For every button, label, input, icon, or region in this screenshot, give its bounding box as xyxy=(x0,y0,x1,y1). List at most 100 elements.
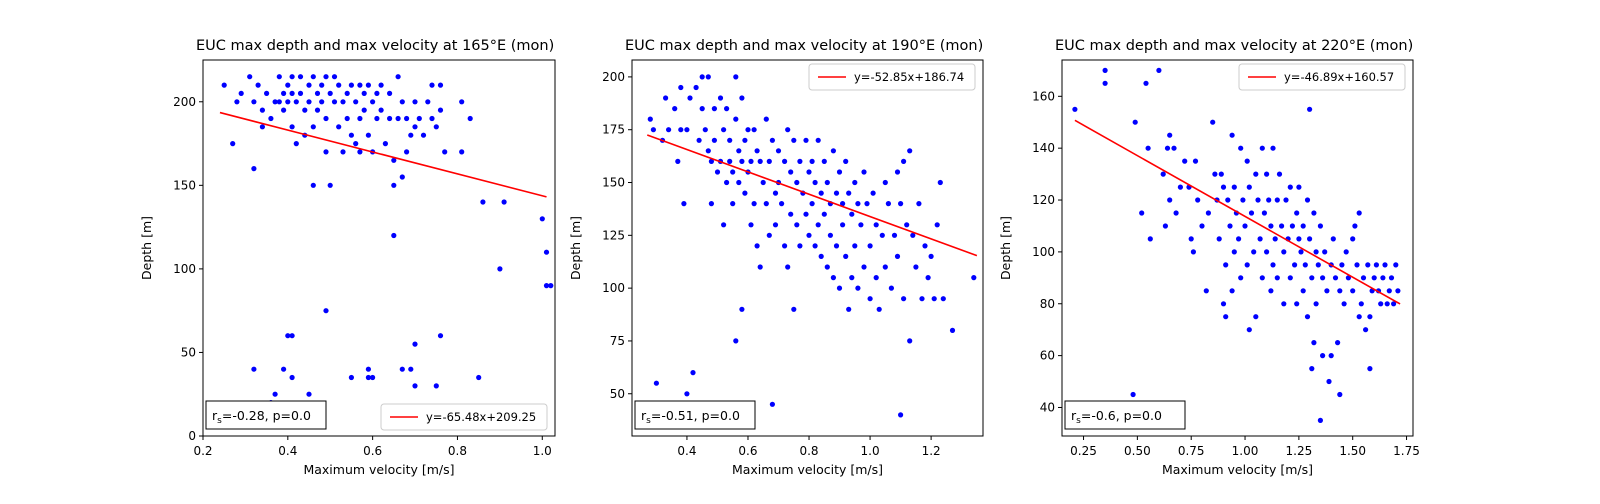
data-point xyxy=(1272,236,1278,242)
data-point xyxy=(306,82,312,88)
legend: y=-46.89x+160.57 xyxy=(1238,63,1406,91)
data-point xyxy=(1304,197,1311,203)
data-point xyxy=(1253,171,1259,177)
data-point xyxy=(898,412,904,418)
data-point xyxy=(314,107,321,113)
data-point xyxy=(891,232,898,238)
data-point xyxy=(1244,158,1250,164)
data-point xyxy=(867,296,873,302)
data-point xyxy=(1248,210,1255,216)
data-point xyxy=(937,179,943,186)
data-point xyxy=(922,243,928,249)
data-point xyxy=(885,201,892,207)
regression-line xyxy=(1074,119,1401,305)
data-point xyxy=(306,391,312,397)
data-point xyxy=(833,190,840,196)
data-point xyxy=(429,115,435,122)
data-point xyxy=(412,124,418,130)
data-point xyxy=(1255,197,1261,203)
data-point xyxy=(1281,249,1287,255)
data-point xyxy=(543,249,550,255)
data-point xyxy=(785,264,791,270)
data-point xyxy=(459,149,465,155)
data-point xyxy=(264,90,270,96)
x-axis-label: Maximum velocity [m/s] xyxy=(303,462,454,477)
y-tick-label: 50 xyxy=(610,387,625,401)
y-tick-label: 150 xyxy=(602,176,625,190)
data-point xyxy=(1268,223,1274,229)
data-point xyxy=(1259,145,1265,151)
data-point xyxy=(1296,236,1302,242)
data-point xyxy=(1182,158,1188,164)
data-point xyxy=(684,391,690,397)
data-point xyxy=(803,211,809,217)
data-point xyxy=(293,141,299,147)
data-point xyxy=(276,99,282,105)
data-point xyxy=(251,366,257,372)
chart-title: EUC max depth and max velocity at 220°E … xyxy=(1055,38,1413,54)
data-point xyxy=(1287,184,1293,190)
data-point xyxy=(867,243,873,249)
data-point xyxy=(907,148,913,154)
stat-box-frame xyxy=(1064,400,1186,430)
y-tick-label: 80 xyxy=(1040,297,1055,311)
data-point xyxy=(1236,236,1242,242)
y-tick-label: 160 xyxy=(1032,89,1055,103)
data-point xyxy=(1300,288,1306,294)
data-point xyxy=(849,211,855,217)
data-point xyxy=(1363,327,1369,333)
stat-text: rs=-0.51, p=0.0 xyxy=(641,408,740,426)
data-point xyxy=(365,374,371,381)
data-point xyxy=(399,366,405,372)
data-point xyxy=(1382,262,1388,268)
data-point xyxy=(1261,210,1267,216)
data-point xyxy=(1238,145,1244,151)
data-point xyxy=(378,82,384,88)
data-point xyxy=(1352,223,1358,229)
data-point xyxy=(1160,171,1166,177)
y-tick-label: 175 xyxy=(602,123,625,137)
data-point xyxy=(365,82,371,88)
y-tick-label: 75 xyxy=(610,334,625,348)
data-point xyxy=(1337,288,1343,294)
data-point xyxy=(404,115,410,122)
stat-symbol: r xyxy=(641,408,647,423)
data-point xyxy=(1212,171,1218,177)
data-point xyxy=(1302,262,1308,268)
data-point xyxy=(289,374,295,381)
data-point xyxy=(272,391,278,397)
data-point xyxy=(416,115,422,122)
data-point xyxy=(1218,171,1224,177)
data-point xyxy=(1270,145,1276,151)
data-point xyxy=(374,115,380,122)
data-point xyxy=(230,141,236,147)
data-point xyxy=(818,253,824,259)
data-point xyxy=(281,90,287,96)
data-point xyxy=(705,74,711,80)
data-point xyxy=(1223,262,1229,268)
data-point xyxy=(459,99,465,105)
stat-box-frame xyxy=(205,400,327,430)
data-point xyxy=(289,333,295,339)
data-point xyxy=(548,283,554,289)
data-point xyxy=(310,74,316,80)
data-point xyxy=(1132,119,1138,125)
data-point xyxy=(1164,145,1171,151)
data-point xyxy=(788,211,794,217)
data-point xyxy=(1367,314,1373,320)
data-point xyxy=(1324,288,1330,294)
data-point xyxy=(1246,327,1252,333)
data-point xyxy=(1315,262,1321,268)
data-point xyxy=(684,127,690,133)
data-point xyxy=(1205,210,1211,216)
data-point xyxy=(247,74,253,80)
data-point xyxy=(1283,197,1289,203)
x-tick-label: 1.0 xyxy=(861,444,880,458)
data-point xyxy=(408,366,414,372)
data-point xyxy=(681,201,687,207)
subplot-2: EUC max depth and max velocity at 190°E … xyxy=(568,38,984,477)
data-point xyxy=(760,179,766,186)
data-point xyxy=(894,253,901,259)
data-point xyxy=(433,383,439,389)
